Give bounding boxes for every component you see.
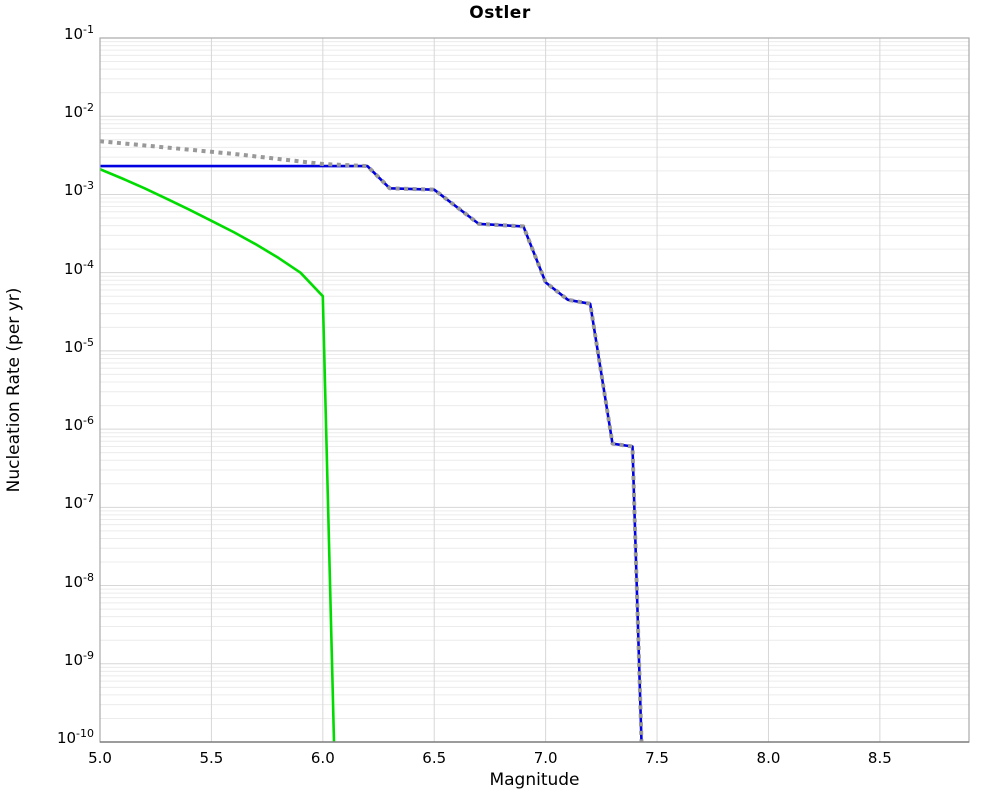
- x-tick-label: 8.5: [867, 749, 892, 767]
- x-tick-label: 7.0: [533, 749, 558, 767]
- x-tick-label: 5.0: [88, 749, 112, 767]
- y-tick-label: 10-5: [63, 335, 94, 356]
- x-tick-label: 6.5: [422, 749, 447, 767]
- y-tick-label: 10-10: [56, 727, 94, 747]
- plot-frame: [99, 37, 970, 743]
- x-tick-label: 8.0: [756, 749, 781, 767]
- x-tick-label: 5.5: [199, 749, 224, 767]
- x-tick-label: 6.0: [310, 749, 335, 767]
- series-green-solid: [100, 168, 336, 743]
- y-tick-label: 10-6: [63, 414, 94, 435]
- y-tick-label: 10-9: [63, 648, 94, 669]
- y-tick-label: 10-7: [63, 492, 94, 513]
- x-tick-label: 7.5: [645, 749, 669, 767]
- y-tick-label: 10-4: [63, 257, 94, 278]
- series-group: [100, 139, 644, 743]
- y-tick-label: 10-2: [63, 101, 94, 122]
- x-axis-label: Magnitude: [489, 770, 580, 790]
- y-axis-label: Nucleation Rate (per yr): [4, 287, 24, 493]
- y-tick-label: 10-1: [63, 23, 94, 43]
- y-tick-label: 10-3: [63, 179, 94, 200]
- series-blue-solid: [100, 164, 643, 743]
- series-gray-dotted: [100, 139, 644, 743]
- chart-title: Ostler: [469, 3, 531, 23]
- y-tick-label: 10-8: [63, 570, 94, 591]
